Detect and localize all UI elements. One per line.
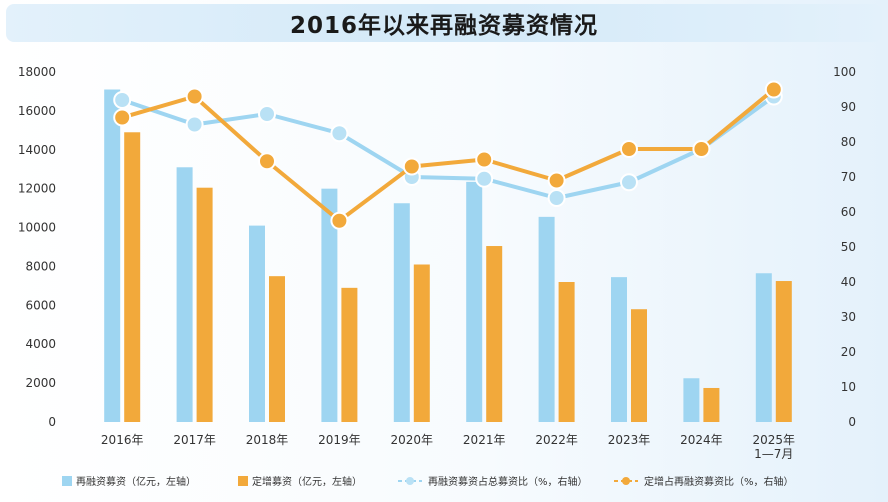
placement-share-point: [185, 87, 204, 106]
x-tick-label: 2025年: [753, 433, 796, 447]
refinancing-bar: [393, 203, 410, 422]
right-tick-label: 70: [841, 170, 856, 184]
placement-share-point: [764, 80, 783, 99]
axes: 0 2000 4000 6000 8000 10000 12000 14000 16000 180…: [18, 65, 856, 461]
right-tick-label: 80: [841, 135, 856, 149]
left-tick-label: 12000: [18, 182, 56, 196]
chart-title: 2016年以来再融资募资情况: [289, 13, 598, 39]
legend-swatch-bar: [62, 476, 72, 486]
legend-label: 定增募资（亿元，左轴）: [252, 475, 362, 488]
private-placement-bar: [413, 264, 430, 422]
right-tick-label: 90: [841, 100, 856, 114]
x-tick-label: 2017年: [173, 433, 216, 447]
right-tick-label: 20: [841, 345, 856, 359]
left-tick-label: 18000: [18, 65, 56, 79]
legend-swatch-marker: [622, 477, 630, 485]
placement-share-point: [113, 108, 132, 127]
x-tick-label: 2023年: [608, 433, 651, 447]
x-tick-label: 2022年: [535, 433, 578, 447]
placement-share-point: [547, 171, 566, 190]
x-tick-label-line2: 1—7月: [754, 447, 793, 461]
left-tick-label: 10000: [18, 221, 56, 235]
refinancing-bar: [249, 225, 265, 422]
right-tick-label: 50: [841, 240, 856, 254]
left-tick-label: 8000: [25, 259, 56, 273]
private-placement-bar: [631, 309, 647, 422]
right-tick-label: 40: [841, 275, 856, 289]
private-placement-bar: [269, 276, 285, 422]
refinancing-share-point: [113, 91, 132, 109]
x-tick-label: 2021年: [463, 433, 506, 447]
legend-swatch-marker: [406, 477, 414, 485]
placement-share-point: [402, 157, 421, 176]
right-tick-label: 10: [841, 380, 856, 394]
refinancing-share-point: [475, 169, 494, 188]
private-placement-bar: [196, 187, 213, 422]
placement-share-line: [120, 87, 776, 223]
refinancing-bar: [538, 216, 555, 422]
right-tick-label: 100: [833, 65, 856, 79]
x-tick-label: 2024年: [680, 433, 723, 447]
lines: [113, 80, 783, 230]
refinancing-bar: [755, 273, 772, 422]
private-placement-bar: [558, 282, 575, 422]
left-tick-label: 4000: [25, 337, 56, 351]
refinancing-share-point: [330, 124, 349, 143]
refinancing-bar: [104, 89, 121, 422]
refinancing-share-line: [120, 94, 776, 200]
refinancing-share-point: [620, 173, 638, 192]
legend-swatch-bar: [238, 476, 248, 486]
refinancing-bar: [321, 188, 338, 422]
left-tick-label: 6000: [25, 298, 56, 312]
placement-share-point: [330, 211, 349, 230]
left-tick-label: 16000: [18, 104, 56, 118]
placement-share-point: [620, 140, 638, 158]
x-tick-label: 2020年: [391, 433, 434, 447]
refinancing-bar: [176, 167, 193, 422]
refinancing-bar: [611, 277, 627, 422]
x-tick-label: 2019年: [318, 433, 361, 447]
private-placement-bar: [703, 387, 720, 422]
legend: 再融资募资（亿元，左轴） 定增募资（亿元，左轴） 再融资募资占总募资比（%，右轴） 定…: [62, 475, 794, 488]
x-tick-label: 2018年: [246, 433, 289, 447]
title-bar: 2016年以来再融资募资情况: [6, 4, 882, 42]
right-tick-label: 30: [841, 310, 856, 324]
x-tick-label: 2016年: [101, 433, 144, 447]
refinancing-share-point: [258, 105, 276, 123]
right-tick-label: 60: [841, 205, 856, 219]
private-placement-bar: [486, 246, 503, 422]
refinancing-bar: [466, 181, 483, 422]
right-tick-label: 0: [848, 415, 856, 429]
legend-label: 再融资募资占总募资比（%，右轴）: [428, 475, 588, 488]
private-placement-bar: [775, 281, 792, 422]
left-tick-label: 2000: [25, 376, 56, 390]
private-placement-bar: [124, 132, 141, 422]
placement-share-point: [475, 150, 494, 169]
placement-share-point: [692, 140, 711, 158]
private-placement-bar: [341, 287, 358, 422]
refinancing-bar: [683, 378, 700, 422]
left-tick-label: 14000: [18, 143, 56, 157]
refinancing-share-point: [547, 189, 566, 207]
placement-share-point: [258, 152, 276, 171]
bars: [104, 89, 792, 422]
legend-label: 再融资募资（亿元，左轴）: [76, 475, 196, 488]
left-tick-label: 0: [48, 415, 56, 429]
refinancing-share-point: [185, 115, 204, 134]
legend-label: 定增占再融资募资比（%，右轴）: [644, 475, 794, 488]
